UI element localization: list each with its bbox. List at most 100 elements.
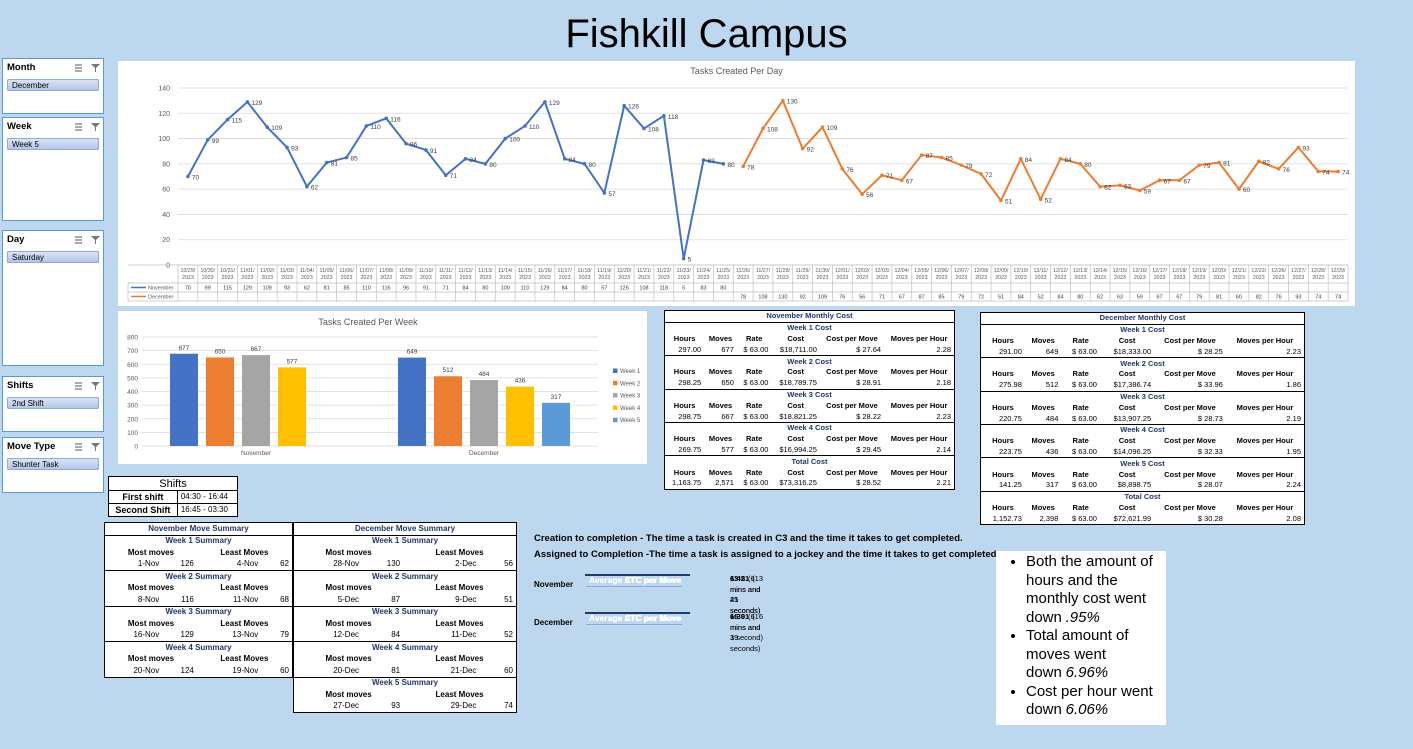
data-label: 129 [251,100,262,107]
section-title: Week 2 Cost [980,357,1305,369]
data-label: 81 [331,161,339,168]
point [900,178,904,183]
average-detail: (6 mins and 39 seconds) [730,612,761,653]
column-header: Cost per Move [1164,402,1216,412]
table-value: 108 [758,295,767,301]
cell: $ 32.33 [1197,446,1223,456]
y-tick-label: 40 [162,212,170,219]
row: Most moves Least Moves [294,689,517,701]
point [384,116,389,121]
count: 87 [391,594,401,604]
table-value: 74 [1315,295,1321,301]
column-header: Moves [708,333,733,343]
slicer-item[interactable]: Week 5 [7,138,99,150]
data-label: 436 [515,378,526,385]
count: 129 [180,630,194,640]
bar [542,402,570,446]
row: Week 1 Cost [664,321,955,334]
icon-filter [91,123,100,131]
x-tick-label: 12/09/2023 [994,268,1009,281]
slicer-item[interactable]: Saturday [7,251,99,263]
table-value: 63 [1117,295,1123,301]
x-tick-label: 10/29/2023 [181,268,196,281]
table-value: 129 [540,286,549,292]
section-title: Week 4 Cost [980,423,1305,436]
bar [278,367,306,446]
point [701,158,706,162]
slicer-item[interactable]: December [7,79,99,91]
point [761,126,765,131]
table-value: 96 [403,286,409,292]
column-header: Hours [992,402,1014,412]
row: 1,152.73 2,398 $ 63.00 $72,621.99 $ 30.28 2.0… [981,513,1305,524]
data-label: 577 [287,358,298,365]
table-value: 78 [740,295,746,301]
table-value: 99 [205,286,211,292]
point [523,124,527,128]
column-header: Cost [1118,369,1136,379]
data-label: 93 [1302,145,1310,152]
slicer-item[interactable]: 2nd Shift [7,397,99,409]
bullet-box: Both the amount of hours and the monthly… [996,551,1166,725]
point [1296,145,1301,150]
date: 2-Dec [455,559,477,569]
table-value: 109 [263,286,272,292]
legend-key [613,380,618,386]
y-tick-label: 800 [127,335,138,342]
cell: $18,789.75 [779,378,817,388]
column-header: Moves per Hour [890,434,948,444]
column-header: Least Moves [220,583,269,593]
x-tick-label: 11/30/2023 [815,268,830,281]
column-header: Cost [787,367,804,377]
row: Most moves Least Moves [294,618,517,630]
shift-time: 04:30 - 16:44 [176,490,239,504]
date: 13-Nov [232,630,259,640]
data-label: 71 [450,173,458,180]
cell: 512 [1045,380,1059,390]
cost-table: December Monthly Cost Week 1 Cost Hours Mov… [980,312,1305,526]
point [1078,162,1083,166]
data-label: 91 [430,148,438,155]
table-value: 59 [1137,295,1143,301]
slicer-item[interactable]: Shunter Task [7,458,99,470]
date: 9-Dec [455,594,477,604]
row: Most moves Least Moves [294,654,517,666]
x-tick-label: 12/19/2023 [1192,268,1207,281]
row: Week 4 Summary [104,641,293,654]
x-tick-label: 11/19/2023 [597,268,612,281]
section-title: Week 3 Cost [664,388,955,401]
column-header: Moves per Hour [890,333,948,343]
column-header: Least Moves [435,583,484,593]
date: 19-Nov [232,665,259,675]
x-tick-label: 12/14/2023 [1093,268,1108,281]
point [265,125,270,129]
week-title: Week 1 Summary [293,534,517,547]
table-value: 67 [1157,295,1163,301]
column-header: Moves per Hour [1236,436,1294,446]
column-header: Moves [708,434,733,444]
point [1217,160,1221,165]
column-header: Rate [1072,469,1089,479]
date: 21-Dec [450,665,477,675]
count: 56 [504,559,513,569]
y-tick-label: 700 [127,348,138,355]
row: November Move Summary [104,522,293,535]
column-header: Rate [1072,402,1089,412]
column-header: Hours [673,367,696,377]
x-tick-label: 11/27/2023 [756,268,771,281]
y-tick-label: 100 [127,430,138,437]
column-header: Rate [746,467,763,477]
data-label: 126 [628,104,639,111]
point [245,100,250,104]
column-header: Least Moves [220,654,269,664]
count: 93 [391,701,401,711]
row: 275.98 512 $ 63.00 $17,386.74 $ 33.96 1.86 [981,380,1305,391]
point [662,114,666,118]
data-label: 67 [1164,178,1172,185]
month-label: December [534,618,573,627]
column-header: Hours [992,369,1014,379]
table-title: November Monthly Cost [664,310,955,323]
point [1018,157,1023,161]
data-label: 87 [926,153,934,160]
